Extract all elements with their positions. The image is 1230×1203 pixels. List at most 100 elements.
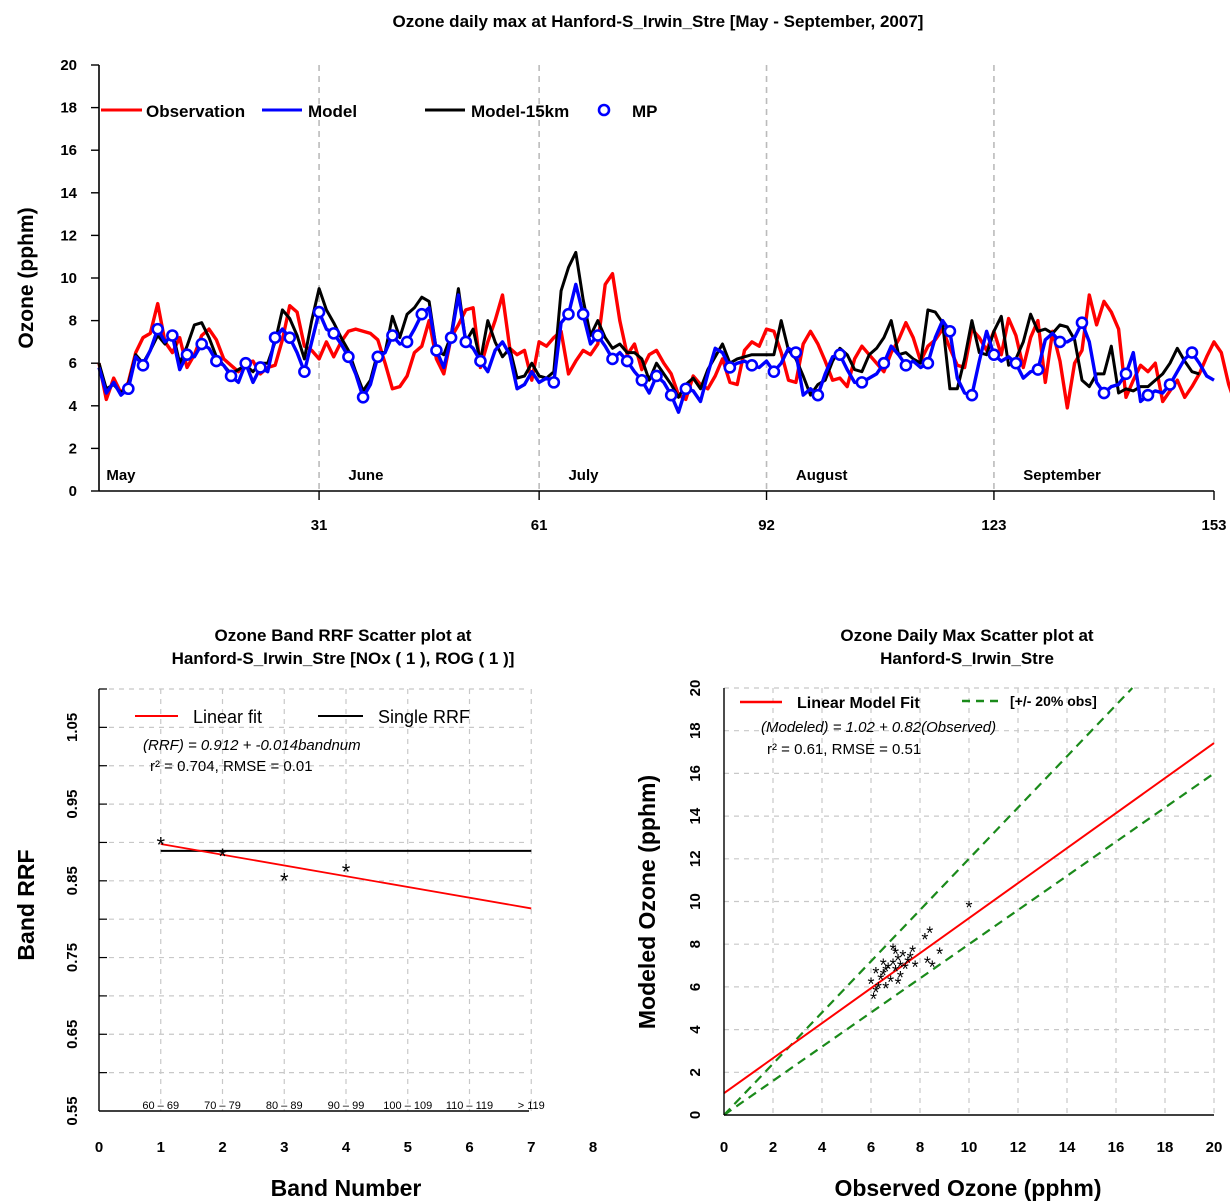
x-tick-label: 61 (531, 517, 548, 534)
mp-marker (430, 344, 443, 357)
month-label: August (796, 467, 848, 484)
timeseries-x-axis: 31 61 92 123 153 (311, 491, 1227, 534)
x-tick-label: 20 (1206, 1139, 1223, 1156)
mp-marker (1185, 346, 1199, 359)
mp-marker (122, 382, 135, 396)
mp-marker (664, 388, 678, 402)
dailymax-point: * (890, 940, 897, 960)
dailymax-point: * (921, 930, 928, 950)
legend-single-rrf-label: Single RRF (378, 707, 470, 727)
mp-marker (679, 382, 693, 396)
rrf-band-labels: 60 – 69 70 – 79 80 – 89 90 – 99 100 – 109 110… (142, 1100, 544, 1112)
dailymax-point: * (870, 990, 877, 1010)
mp-marker (620, 354, 634, 368)
mp-marker (386, 329, 399, 342)
mp-marker (342, 350, 355, 364)
rrf-title: Ozone Band RRF Scatter plot at (215, 626, 472, 645)
dailymax-point: * (909, 943, 916, 963)
rrf-fit-stats: r² = 0.704, RMSE = 0.01 (150, 758, 313, 775)
mp-marker (283, 331, 297, 344)
dailymax-point: * (912, 958, 919, 978)
series-line-model (97, 282, 1215, 414)
month-labels: May June July August September (106, 467, 1101, 484)
mp-marker (1097, 386, 1111, 400)
x-tick-label: 5 (404, 1139, 412, 1156)
mp-marker (921, 356, 935, 370)
x-tick-label: 6 (465, 1139, 473, 1156)
mp-marker (254, 361, 267, 374)
y-tick-label: 0.65 (64, 1020, 81, 1049)
rrf-y-axis: 0.55 0.65 0.75 0.85 0.95 1.05 (64, 688, 107, 1126)
rrf-point: * (156, 832, 165, 857)
rrf-points: * * * * (156, 832, 350, 893)
dailymax-point: * (885, 960, 892, 980)
mp-marker (576, 307, 590, 321)
dailymax-point: * (897, 968, 904, 988)
month-label: July (568, 467, 599, 484)
month-label: June (348, 467, 383, 484)
band-label: 90 – 99 (328, 1100, 365, 1112)
mp-marker (136, 359, 150, 372)
dailymax-point: * (965, 898, 972, 918)
y-tick-label: 2 (69, 440, 77, 457)
x-tick-label: 0 (720, 1139, 728, 1156)
dailymax-point: * (902, 960, 909, 980)
legend-linear-fit-label: Linear fit (193, 707, 262, 727)
mp-marker (1053, 335, 1067, 349)
mp-marker (327, 327, 341, 340)
mp-marker (166, 329, 179, 342)
mp-marker (855, 376, 869, 389)
y-tick-label: 16 (687, 765, 704, 782)
y-tick-label: 14 (687, 807, 704, 824)
band-label: 70 – 79 (204, 1100, 241, 1112)
mp-marker (298, 365, 311, 379)
rrf-xlabel: Band Number (271, 1175, 422, 1201)
dailymax-point: * (880, 966, 887, 986)
x-tick-label: 92 (758, 517, 775, 534)
dailymax-point: * (892, 962, 899, 982)
y-tick-label: 20 (687, 680, 704, 697)
timeseries-title: Ozone daily max at Hanford-S_Irwin_Stre … (393, 12, 924, 31)
band-label: 80 – 89 (266, 1100, 303, 1112)
rrf-point: * (280, 869, 289, 894)
mp-marker (833, 348, 847, 361)
mp-marker (210, 354, 223, 368)
dailymax-point: * (899, 947, 906, 967)
x-tick-label: 16 (1108, 1139, 1125, 1156)
mp-marker (1009, 356, 1023, 370)
mp-marker (811, 388, 825, 402)
dailymax-point: * (875, 979, 882, 999)
dailymax-fit-stats: r² = 0.61, RMSE = 0.51 (767, 741, 921, 758)
dailymax-point: * (877, 970, 884, 990)
dailymax-point: * (892, 945, 899, 965)
y-tick-label: 8 (687, 940, 704, 948)
series-line-model-15km (97, 250, 1200, 399)
mp-marker (151, 322, 164, 336)
dailymax-subtitle: Hanford-S_Irwin_Stre (880, 649, 1054, 668)
x-tick-label: 2 (769, 1139, 777, 1156)
rrf-fit-equation: (RRF) = 0.912 + -0.014bandnum (143, 737, 361, 754)
mp-marker (180, 348, 194, 361)
x-tick-label: 123 (981, 517, 1006, 534)
y-tick-label: 8 (69, 313, 77, 330)
y-tick-label: 6 (69, 355, 77, 372)
y-tick-label: 0.55 (64, 1096, 81, 1125)
dailymax-point: * (867, 975, 874, 995)
legend-bounds-label: [+/- 20% obs] (1010, 693, 1097, 709)
mp-marker (268, 331, 282, 344)
mp-marker (767, 365, 781, 379)
y-tick-label: 0 (687, 1111, 704, 1119)
timeseries-chart: Ozone daily max at Hanford-S_Irwin_Stre … (15, 12, 1230, 534)
x-tick-label: 12 (1010, 1139, 1027, 1156)
x-tick-label: 8 (589, 1139, 597, 1156)
band-label: 60 – 69 (142, 1100, 179, 1112)
dailymax-point: * (926, 923, 933, 943)
x-tick-label: 10 (961, 1139, 978, 1156)
mp-marker (877, 356, 891, 370)
y-tick-label: 20 (60, 57, 77, 74)
dailymax-xlabel: Observed Ozone (pphm) (834, 1175, 1101, 1201)
month-label: September (1023, 467, 1101, 484)
rrf-x-axis: 0 1 2 3 4 5 6 7 8 (95, 1139, 597, 1156)
x-tick-label: 31 (311, 517, 328, 534)
